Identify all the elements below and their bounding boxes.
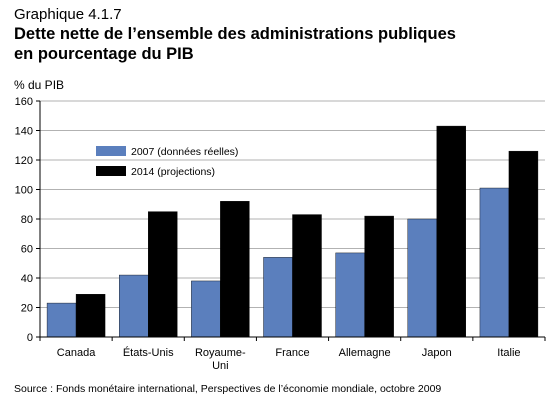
legend-swatch-2007 — [96, 146, 126, 156]
figure-caption: Graphique 4.1.7 — [14, 6, 122, 23]
chart-title-line-1: Dette nette de l’ensemble des administra… — [14, 25, 456, 43]
bar-2007 — [335, 252, 365, 338]
bar-2014 — [364, 215, 394, 338]
legend-label-2014: 2014 (projections) — [131, 166, 215, 178]
y-tick-label: 120 — [15, 155, 33, 167]
category-label: Canada — [57, 347, 96, 359]
bar-2007 — [407, 218, 437, 338]
legend-swatch-2014 — [96, 166, 126, 176]
chart-title: Dette nette de l’ensemble des administra… — [14, 24, 534, 64]
legend-label-2007: 2007 (données réelles) — [131, 146, 238, 158]
category-label: France — [275, 347, 309, 359]
axes — [39, 101, 546, 341]
y-tick-label: 140 — [15, 126, 33, 138]
bar-2007 — [119, 274, 149, 338]
y-tick-label: 40 — [21, 273, 33, 285]
category-label: Allemagne — [339, 347, 391, 359]
bar-2007 — [191, 280, 221, 338]
y-tick-label: 80 — [21, 214, 33, 226]
y-tick-label: 0 — [27, 332, 33, 344]
category-label: États-Unis — [123, 346, 174, 359]
bar-2014 — [292, 214, 322, 338]
chart-title-line-2: en pourcentage du PIB — [14, 45, 194, 63]
bar-2014 — [75, 294, 106, 338]
x-axis-category-labels: Canada États-Unis Royaume-Uni France Allemag… — [57, 346, 521, 372]
y-tick-label: 60 — [21, 244, 33, 256]
category-label: Japon — [422, 347, 452, 359]
y-tick-label: 20 — [21, 303, 33, 315]
y-tick-label: 100 — [15, 185, 33, 197]
bar-2007 — [479, 187, 510, 338]
y-tick-label: 160 — [15, 96, 33, 108]
bar-2007 — [263, 257, 293, 338]
bar-2014 — [508, 150, 539, 338]
legend: 2007 (données réelles) 2014 (projections) — [96, 146, 238, 178]
y-axis-ticks: 0 20 40 60 80 100 120 140 160 — [15, 96, 40, 344]
source-note: Source : Fonds monétaire international, … — [14, 383, 442, 395]
bar-2007 — [46, 302, 77, 338]
category-label: Royaume-Uni — [195, 347, 246, 372]
category-label: Italie — [497, 347, 520, 359]
bars — [46, 125, 539, 338]
bar-2014 — [148, 211, 178, 338]
y-axis-label: % du PIB — [14, 78, 65, 92]
bar-2014 — [220, 201, 250, 338]
bar-2014 — [436, 125, 466, 338]
